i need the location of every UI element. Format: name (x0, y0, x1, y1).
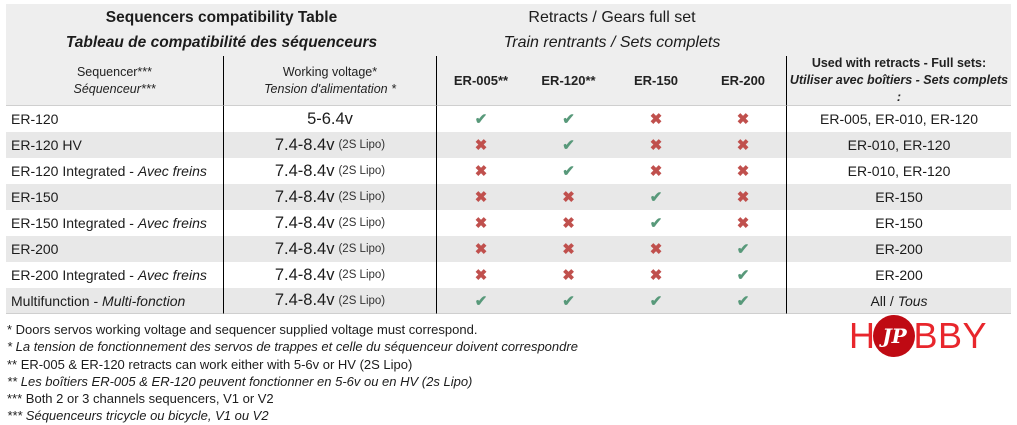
cross-icon: ✖ (437, 210, 525, 236)
used-with-value: ER-010, ER-120 (787, 158, 1011, 184)
sequencer-name: ER-200 (6, 236, 224, 262)
voltage-value: 7.4-8.4v (2S Lipo) (224, 288, 437, 314)
used-with-value: ER-150 (787, 210, 1011, 236)
column-header-used-with-en: Used with retracts - Full sets: (811, 56, 987, 70)
check-icon: ✔ (525, 288, 612, 314)
voltage-value: 7.4-8.4v (2S Lipo) (224, 210, 437, 236)
check-icon: ✔ (437, 106, 525, 132)
footnote: * Doors servos working voltage and seque… (7, 322, 478, 337)
logo-letter-h: H (848, 315, 876, 356)
table-title-band: Sequencers compatibility Table Tableau d… (6, 4, 1011, 56)
cross-icon: ✖ (700, 132, 787, 158)
check-icon: ✔ (612, 210, 700, 236)
used-with-value: ER-010, ER-120 (787, 132, 1011, 158)
cross-icon: ✖ (700, 106, 787, 132)
cross-icon: ✖ (525, 184, 612, 210)
check-icon: ✔ (612, 184, 700, 210)
cross-icon: ✖ (525, 210, 612, 236)
sequencer-name: Multifunction - Multi-fonction (6, 288, 224, 314)
cross-icon: ✖ (612, 262, 700, 288)
column-header-er200: ER-200 (700, 56, 787, 106)
title-sequencers-fr: Tableau de compatibilité des séquenceurs (65, 34, 378, 51)
cross-icon: ✖ (612, 106, 700, 132)
cross-icon: ✖ (437, 236, 525, 262)
column-header-er120: ER-120** (525, 56, 612, 106)
check-icon: ✔ (700, 288, 787, 314)
title-retracts-en: Retracts / Gears full set (528, 9, 696, 26)
title-sequencers: Sequencers compatibility Table Tableau d… (6, 4, 437, 56)
cross-icon: ✖ (612, 236, 700, 262)
footnote: ** ER-005 & ER-120 retracts can work eit… (7, 356, 413, 372)
sequencer-name: ER-120 Integrated - Avec freins (6, 158, 224, 184)
column-header-sequencer-en: Sequencer*** (76, 64, 153, 79)
cross-icon: ✖ (525, 262, 612, 288)
footnote: ** Les boîtiers ER-005 & ER-120 peuvent … (7, 373, 473, 389)
sequencer-name: ER-120 HV (6, 132, 224, 158)
table-grid: Sequencer*** Séquenceur*** Working volta… (6, 56, 1011, 314)
cross-icon: ✖ (612, 132, 700, 158)
column-header-er005: ER-005** (437, 56, 525, 106)
sequencer-name: ER-200 Integrated - Avec freins (6, 262, 224, 288)
voltage-value: 7.4-8.4v (2S Lipo) (224, 132, 437, 158)
column-header-sequencer-fr: Séquenceur*** (73, 81, 156, 96)
column-header-voltage-en: Working voltage* (282, 64, 378, 79)
footnote: *** Séquenceurs tricycle ou bicycle, V1 … (7, 408, 269, 424)
cross-icon: ✖ (525, 236, 612, 262)
jp-circle-icon: JP (873, 315, 916, 357)
title-retracts: Retracts / Gears full set Train rentrant… (437, 4, 787, 56)
voltage-value: 7.4-8.4v (2S Lipo) (224, 184, 437, 210)
check-icon: ✔ (525, 106, 612, 132)
voltage-value: 5-6.4v (224, 106, 437, 132)
footnote: * La tension de fonctionnement des servo… (7, 339, 578, 355)
column-header-voltage-fr: Tension d'alimentation * (264, 81, 396, 96)
cross-icon: ✖ (612, 158, 700, 184)
column-header-sequencer: Sequencer*** Séquenceur*** (6, 56, 224, 106)
jp-hobby-logo: H JP BBY (849, 315, 987, 357)
cross-icon: ✖ (700, 210, 787, 236)
check-icon: ✔ (700, 262, 787, 288)
used-with-value: All / Tous (787, 288, 1011, 314)
title-sequencers-en: Sequencers compatibility Table (105, 9, 338, 26)
title-retracts-fr: Train rentrants / Sets complets (503, 34, 721, 51)
check-icon: ✔ (700, 236, 787, 262)
voltage-value: 7.4-8.4v (2S Lipo) (224, 236, 437, 262)
column-header-voltage: Working voltage* Tension d'alimentation … (224, 56, 437, 106)
sequencer-name: ER-150 (6, 184, 224, 210)
used-with-value: ER-150 (787, 184, 1011, 210)
used-with-value: ER-200 (787, 262, 1011, 288)
sequencer-name: ER-150 Integrated - Avec freins (6, 210, 224, 236)
logo-letters-bby: BBY (913, 315, 987, 356)
compatibility-table: Sequencers compatibility Table Tableau d… (6, 4, 1011, 314)
cross-icon: ✖ (437, 158, 525, 184)
column-header-er150: ER-150 (612, 56, 700, 106)
cross-icon: ✖ (437, 184, 525, 210)
check-icon: ✔ (525, 158, 612, 184)
column-header-used-with-fr: Utiliser avec boîtiers - Sets complets : (789, 73, 1009, 104)
check-icon: ✔ (437, 288, 525, 314)
voltage-value: 7.4-8.4v (2S Lipo) (224, 262, 437, 288)
cross-icon: ✖ (437, 132, 525, 158)
cross-icon: ✖ (700, 184, 787, 210)
column-header-used-with: Used with retracts - Full sets: Utiliser… (787, 56, 1011, 106)
used-with-value: ER-200 (787, 236, 1011, 262)
footnotes: * Doors servos working voltage and seque… (0, 314, 1017, 425)
footnote: *** Both 2 or 3 channels sequencers, V1 … (7, 391, 274, 407)
sequencer-name: ER-120 (6, 106, 224, 132)
cross-icon: ✖ (700, 158, 787, 184)
cross-icon: ✖ (437, 262, 525, 288)
check-icon: ✔ (525, 132, 612, 158)
used-with-value: ER-005, ER-010, ER-120 (787, 106, 1011, 132)
voltage-value: 7.4-8.4v (2S Lipo) (224, 158, 437, 184)
check-icon: ✔ (612, 288, 700, 314)
title-band-spacer (787, 4, 1011, 56)
